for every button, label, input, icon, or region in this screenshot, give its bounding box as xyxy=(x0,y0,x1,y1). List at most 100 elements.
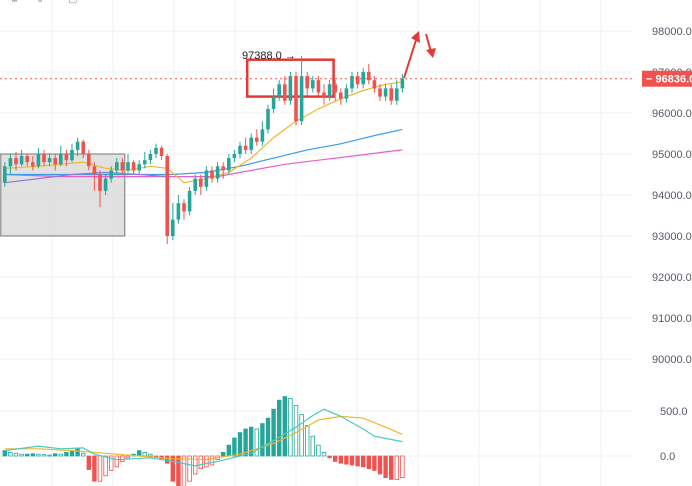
candle xyxy=(199,174,203,195)
macd-histogram-bar xyxy=(176,455,181,486)
macd-histogram-bar xyxy=(181,455,187,486)
candle-body xyxy=(31,162,35,167)
candle-body xyxy=(294,76,298,122)
candle-body xyxy=(14,158,18,165)
candle-body xyxy=(159,147,164,157)
candle-body xyxy=(283,84,287,101)
candle-body xyxy=(115,162,119,171)
candle xyxy=(221,162,225,179)
candle xyxy=(8,154,13,175)
candlesticks xyxy=(3,56,405,245)
macd-histogram-bar xyxy=(13,452,19,457)
candle-body xyxy=(199,178,203,187)
macd-histogram-bar xyxy=(400,455,405,479)
gray-range-box xyxy=(0,153,126,237)
macd-histogram-bar xyxy=(198,455,203,470)
candle xyxy=(255,129,259,146)
macd-histogram-bar xyxy=(237,432,243,457)
candle xyxy=(378,84,382,101)
candle xyxy=(383,84,388,101)
candle-body xyxy=(221,166,225,171)
candle xyxy=(143,151,147,169)
screenshot-icon[interactable]: ▢ xyxy=(68,0,77,5)
candle-body xyxy=(64,154,69,161)
candle xyxy=(288,72,293,105)
candle xyxy=(182,199,186,220)
candle-body xyxy=(389,88,393,101)
candle-body xyxy=(395,88,399,101)
candle-body xyxy=(154,147,158,154)
candle-body xyxy=(383,88,388,97)
trend-arrows xyxy=(403,31,436,79)
price-axis-tick-label: 90000.0 xyxy=(652,354,692,366)
macd-histogram-bar xyxy=(19,453,24,457)
candle-body xyxy=(8,158,13,167)
macd-histogram-bar xyxy=(293,405,299,457)
macd-histogram-bar xyxy=(209,455,215,466)
candle-body xyxy=(42,154,46,163)
macd-histogram-bar xyxy=(366,455,371,470)
candle xyxy=(75,137,80,157)
macd-histogram-bar xyxy=(47,454,52,457)
candle xyxy=(316,76,321,97)
macd-histogram-bar xyxy=(349,455,355,466)
candle xyxy=(238,141,242,159)
settings-icon[interactable]: ⚙ xyxy=(10,0,19,5)
candle xyxy=(372,76,377,93)
candle xyxy=(25,154,29,167)
candle-body xyxy=(193,178,197,191)
candle-body xyxy=(271,96,276,109)
macd-histogram-bar xyxy=(64,451,69,457)
arrow-up-head xyxy=(411,31,420,43)
candle-body xyxy=(182,203,186,212)
candle-body xyxy=(288,76,293,101)
macd-histogram-bar xyxy=(260,423,265,457)
macd-histogram-bar xyxy=(41,454,47,457)
chart-type-icon[interactable]: ⫴ xyxy=(38,0,42,5)
candle xyxy=(367,63,371,85)
macd-histogram-bar xyxy=(30,453,35,457)
candle xyxy=(148,149,153,165)
macd-histogram-bar xyxy=(81,452,86,457)
macd-histogram-bar xyxy=(136,450,142,457)
price-axis-tick-label: 94000.0 xyxy=(652,190,692,202)
candle xyxy=(361,67,365,89)
macd-histogram-bar xyxy=(316,444,321,457)
high-price-label: 97388.0 → xyxy=(242,50,296,62)
candle-body xyxy=(87,154,91,167)
candle-body xyxy=(171,219,175,236)
macd-histogram-bar xyxy=(383,455,388,479)
macd-histogram-bar xyxy=(8,451,13,457)
macd-histogram-bar xyxy=(310,435,315,457)
candle-body xyxy=(131,162,136,171)
candle xyxy=(176,195,181,224)
candle xyxy=(277,80,281,101)
candle-body xyxy=(400,78,405,89)
candle-body xyxy=(266,108,270,130)
candle-body xyxy=(53,158,57,165)
candle xyxy=(137,160,141,175)
candle-body xyxy=(75,141,80,150)
candle xyxy=(64,149,69,167)
candle-body xyxy=(25,156,29,163)
macd-histogram-bar xyxy=(394,455,399,480)
macd-histogram-bar xyxy=(97,455,103,482)
candle-body xyxy=(372,80,377,89)
macd-signal-line xyxy=(4,415,403,461)
macd-histogram-bar xyxy=(372,455,377,471)
macd-histogram-bar xyxy=(114,455,119,468)
macd-histogram-bar xyxy=(220,451,226,457)
ma-violet-line xyxy=(4,171,168,184)
macd-histogram-bar xyxy=(304,424,310,457)
candle-body xyxy=(350,76,354,89)
macd-histogram-bar xyxy=(355,455,360,467)
candle-body xyxy=(176,203,181,220)
macd-histogram-bar xyxy=(36,453,41,457)
macd-histogram-bar xyxy=(170,455,175,482)
candle xyxy=(283,76,287,105)
macd-histogram-bar xyxy=(271,408,276,457)
candle-body xyxy=(143,160,147,165)
candle xyxy=(249,133,253,154)
